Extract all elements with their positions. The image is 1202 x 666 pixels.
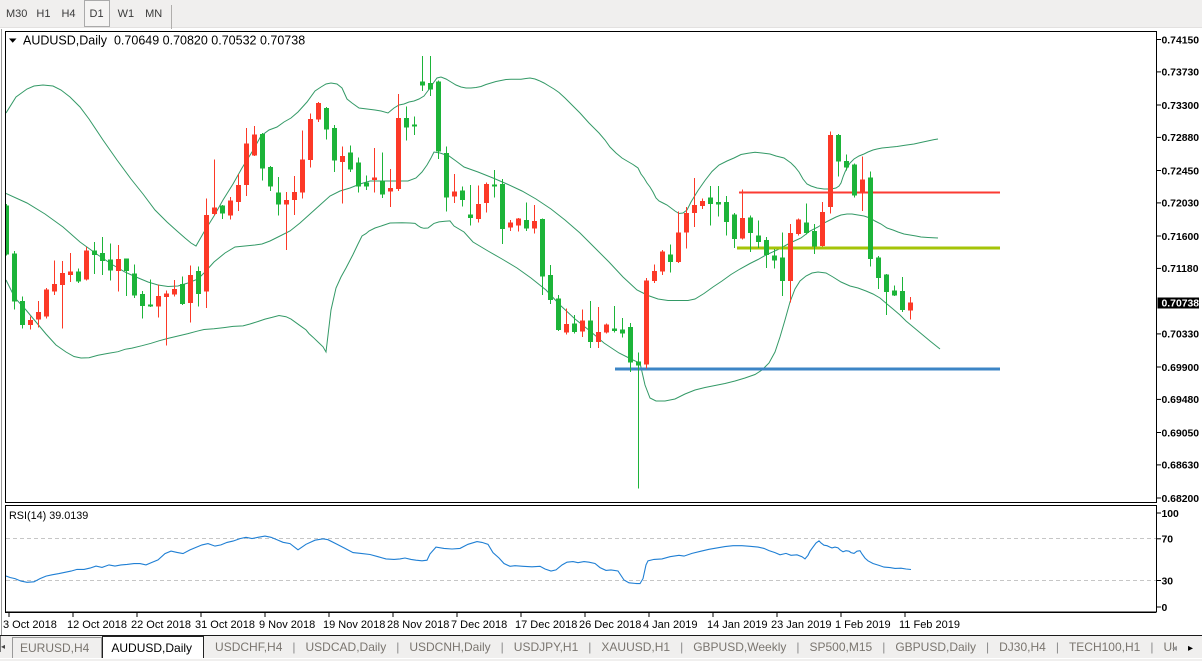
svg-text:31 Oct 2018: 31 Oct 2018: [195, 619, 255, 631]
svg-text:0: 0: [1162, 603, 1168, 614]
svg-text:0.74150: 0.74150: [1162, 35, 1200, 46]
svg-text:100: 100: [1162, 509, 1180, 520]
svg-text:0.68200: 0.68200: [1162, 494, 1200, 505]
svg-text:0.69050: 0.69050: [1162, 428, 1200, 439]
svg-text:3 Oct 2018: 3 Oct 2018: [3, 619, 57, 631]
svg-text:0.72450: 0.72450: [1162, 166, 1200, 177]
svg-text:0.69900: 0.69900: [1162, 363, 1200, 374]
svg-text:0.73300: 0.73300: [1162, 101, 1200, 112]
svg-text:9 Nov 2018: 9 Nov 2018: [259, 619, 315, 631]
svg-text:30: 30: [1162, 576, 1174, 587]
svg-text:0.68630: 0.68630: [1162, 461, 1200, 472]
svg-text:70: 70: [1162, 535, 1174, 546]
svg-text:17 Dec 2018: 17 Dec 2018: [515, 619, 577, 631]
svg-text:0.70738: 0.70738: [1162, 299, 1200, 310]
svg-text:0.72880: 0.72880: [1162, 133, 1200, 144]
svg-text:11 Feb 2019: 11 Feb 2019: [899, 619, 960, 631]
svg-text:28 Nov 2018: 28 Nov 2018: [387, 619, 449, 631]
svg-text:0.69480: 0.69480: [1162, 395, 1200, 406]
svg-text:19 Nov 2018: 19 Nov 2018: [323, 619, 385, 631]
svg-text:26 Dec 2018: 26 Dec 2018: [579, 619, 641, 631]
svg-text:23 Jan 2019: 23 Jan 2019: [771, 619, 832, 631]
svg-text:0.70330: 0.70330: [1162, 330, 1200, 341]
svg-text:0.72030: 0.72030: [1162, 199, 1200, 210]
svg-text:14 Jan 2019: 14 Jan 2019: [707, 619, 768, 631]
svg-text:0.73730: 0.73730: [1162, 68, 1200, 79]
svg-text:4 Jan 2019: 4 Jan 2019: [643, 619, 697, 631]
svg-text:1 Feb 2019: 1 Feb 2019: [835, 619, 891, 631]
svg-text:0.71600: 0.71600: [1162, 232, 1200, 243]
svg-text:RSI(14) 39.0139: RSI(14) 39.0139: [9, 510, 88, 522]
svg-text:22 Oct 2018: 22 Oct 2018: [131, 619, 191, 631]
svg-text:12 Oct 2018: 12 Oct 2018: [67, 619, 127, 631]
svg-text:7 Dec 2018: 7 Dec 2018: [451, 619, 507, 631]
svg-text:AUDUSD,Daily 0.70649 0.70820: AUDUSD,Daily 0.70649 0.70820 0.70532 0.7…: [23, 34, 305, 48]
svg-text:0.71180: 0.71180: [1162, 264, 1199, 275]
